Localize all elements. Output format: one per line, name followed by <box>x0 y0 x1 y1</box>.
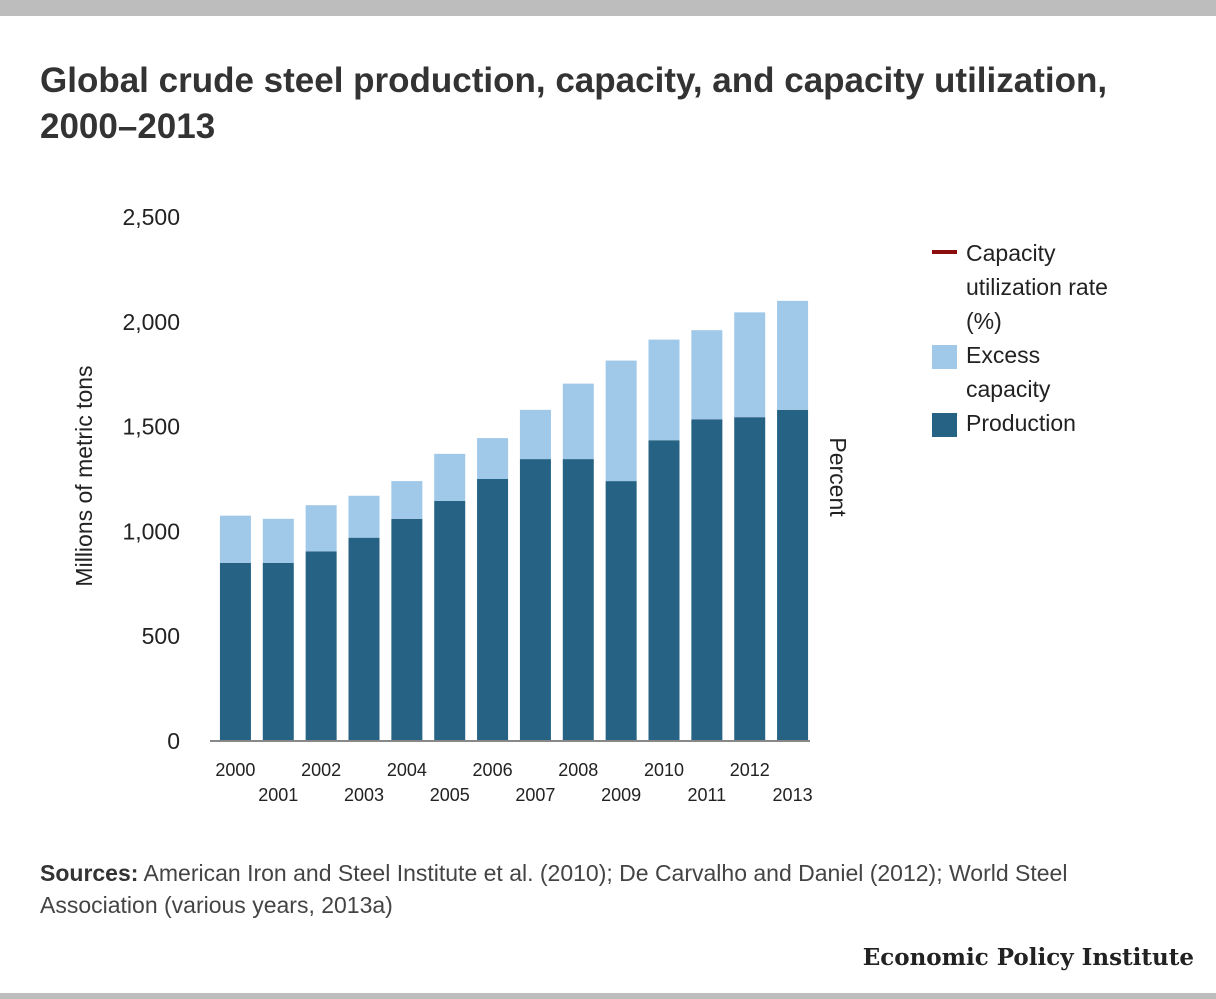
bottom-border-bar <box>0 993 1216 999</box>
x-tick-label-2011: 2011 <box>687 785 726 805</box>
x-tick-label-2012: 2012 <box>730 760 770 780</box>
x-tick-label-2009: 2009 <box>601 785 641 805</box>
x-tick-label-2000: 2000 <box>215 760 255 780</box>
bar-production-2013 <box>777 409 809 741</box>
x-tick-label-2013: 2013 <box>773 785 813 805</box>
legend-label-production: Production <box>966 410 1076 436</box>
legend: Capacity utilization rate (%) Excess cap… <box>930 236 1130 440</box>
bar-production-2010 <box>648 440 680 741</box>
y-tick-label-1000: 1,000 <box>122 518 180 544</box>
legend-item-capacity-utilization: Capacity utilization rate (%) <box>930 236 1130 338</box>
bar-production-2003 <box>348 537 380 741</box>
bar-production-2007 <box>519 459 551 741</box>
top-border-bar <box>0 0 1216 16</box>
chart-title: Global crude steel production, capacity,… <box>40 61 1108 146</box>
x-tick-label-2008: 2008 <box>558 760 598 780</box>
bar-excess-capacity-2003 <box>348 495 380 538</box>
sources-label: Sources: <box>40 860 139 886</box>
legend-item-excess-capacity: Excess capacity <box>930 338 1130 406</box>
bar-excess-capacity-2008 <box>562 383 594 460</box>
bar-production-2009 <box>605 481 637 741</box>
bar-production-2011 <box>691 419 723 741</box>
sources-note: Sources: American Iron and Steel Institu… <box>40 857 1170 921</box>
x-tick-label-2005: 2005 <box>430 785 470 805</box>
x-tick-label-2002: 2002 <box>301 760 341 780</box>
y-tick-label-500: 500 <box>142 623 180 649</box>
bar-excess-capacity-2006 <box>477 438 509 479</box>
bars-layer <box>219 300 809 741</box>
y2-axis-title: Percent <box>825 437 851 517</box>
brand-logo-text: Economic Policy Institute <box>862 944 1194 971</box>
bar-production-2012 <box>734 417 766 741</box>
bar-excess-capacity-2001 <box>262 518 294 563</box>
y-tick-label-1500: 1,500 <box>122 414 180 440</box>
legend-swatch-excess-capacity <box>932 345 957 369</box>
bar-production-2008 <box>562 459 594 741</box>
bar-excess-capacity-2004 <box>391 481 423 519</box>
bar-production-2002 <box>305 551 337 741</box>
bar-production-2004 <box>391 518 423 741</box>
bar-excess-capacity-2009 <box>605 360 637 482</box>
legend-line-capacity-utilization <box>932 250 957 254</box>
legend-label-excess-capacity: Excess capacity <box>966 342 1051 402</box>
bar-excess-capacity-2013 <box>777 300 809 410</box>
bar-production-2001 <box>262 562 294 741</box>
bar-excess-capacity-2000 <box>219 515 251 563</box>
y-tick-label-2500: 2,500 <box>122 204 180 230</box>
x-tick-label-2010: 2010 <box>644 760 684 780</box>
bar-production-2006 <box>477 479 509 741</box>
y-tick-label-2000: 2,000 <box>122 309 180 335</box>
bar-excess-capacity-2011 <box>691 330 723 420</box>
bar-excess-capacity-2005 <box>434 453 466 502</box>
bar-excess-capacity-2010 <box>648 339 680 441</box>
bar-excess-capacity-2002 <box>305 505 337 552</box>
bar-excess-capacity-2012 <box>734 312 766 418</box>
y-axis-title: Millions of metric tons <box>71 365 97 586</box>
y-tick-label-0: 0 <box>167 728 180 754</box>
x-tick-label-2004: 2004 <box>387 760 427 780</box>
sources-text: American Iron and Steel Institute et al.… <box>40 860 1068 918</box>
bar-excess-capacity-2007 <box>519 409 551 460</box>
legend-item-production: Production <box>930 406 1130 440</box>
x-tick-label-2003: 2003 <box>344 785 384 805</box>
x-tick-label-2006: 2006 <box>473 760 513 780</box>
legend-label-capacity-utilization: Capacity utilization rate (%) <box>966 240 1108 334</box>
bar-production-2005 <box>434 501 466 741</box>
x-tick-label-2001: 2001 <box>258 785 298 805</box>
bar-production-2000 <box>219 562 251 741</box>
legend-swatch-production <box>932 413 957 437</box>
axis-layer: 2000200120022003200420052006200720082009… <box>71 204 851 805</box>
x-tick-label-2007: 2007 <box>515 785 555 805</box>
